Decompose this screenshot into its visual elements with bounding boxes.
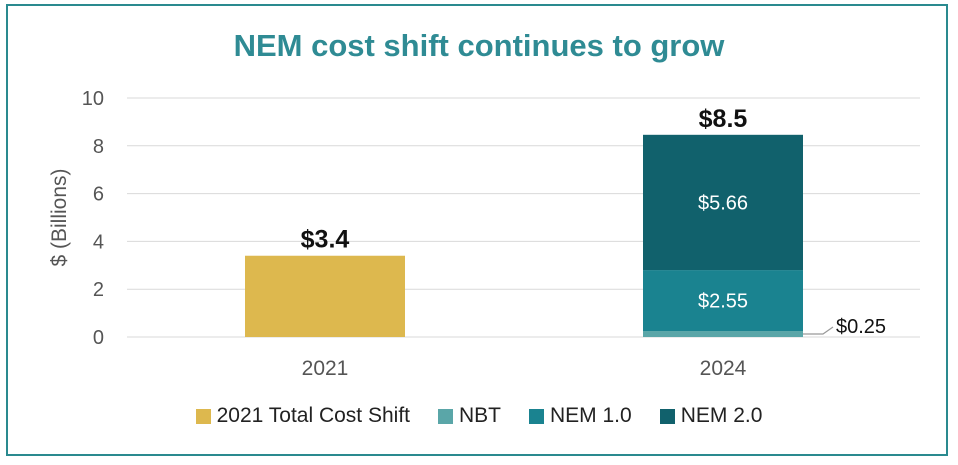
y-tick-label: 8 — [93, 136, 104, 158]
legend-swatch-2021-total — [195, 408, 211, 424]
bar-segment — [245, 255, 405, 337]
chart-legend: 2021 Total Cost Shift NBT NEM 1.0 NEM 2.… — [0, 404, 958, 428]
legend-item-nbt: NBT — [438, 404, 501, 428]
chart-title: NEM cost shift continues to grow — [233, 28, 725, 63]
bar-total-label: $3.4 — [301, 226, 350, 254]
bar-segment — [643, 270, 803, 332]
legend-item-nem1: NEM 1.0 — [529, 404, 632, 428]
legend-label-nbt: NBT — [459, 404, 501, 427]
legend-label-nem2: NEM 2.0 — [680, 404, 763, 427]
bar-total-label: $8.5 — [699, 105, 748, 133]
y-tick-label: 10 — [82, 88, 104, 110]
y-axis-title: $ (Billions) — [48, 168, 71, 266]
y-tick-label: 2 — [93, 279, 104, 301]
x-tick-label: 2021 — [302, 357, 349, 380]
y-tick-label: 0 — [93, 327, 104, 349]
legend-swatch-nem1 — [529, 408, 544, 424]
legend-swatch-nem2 — [659, 408, 675, 424]
y-tick-label: 4 — [93, 231, 104, 253]
y-tick-label: 6 — [93, 184, 104, 206]
legend-label-2021-total: 2021 Total Cost Shift — [216, 404, 410, 427]
bar-segment — [643, 331, 803, 337]
bar-data-label: $5.66 — [698, 192, 748, 214]
bar-data-label: $2.55 — [698, 291, 748, 313]
legend-item-nem2: NEM 2.0 — [659, 404, 763, 428]
x-tick-label: 2024 — [700, 357, 747, 380]
callout-line — [803, 326, 834, 335]
legend-swatch-nbt — [438, 408, 453, 424]
bar-data-label: $0.25 — [836, 316, 886, 338]
bar-segment — [643, 134, 803, 271]
legend-label-nem1: NEM 1.0 — [550, 404, 632, 427]
legend-item-2021-total: 2021 Total Cost Shift — [195, 404, 410, 428]
